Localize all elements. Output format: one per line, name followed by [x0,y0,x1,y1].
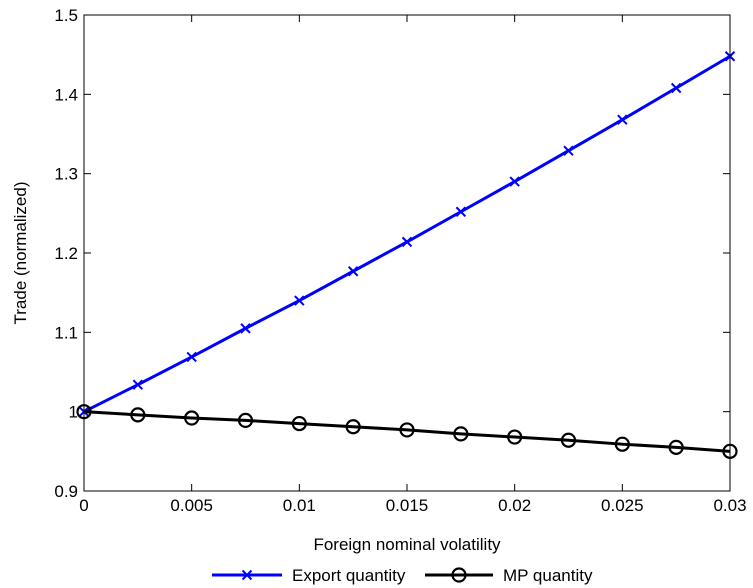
x-axis-label: Foreign nominal volatility [313,535,501,554]
series-1-marker-8 [507,429,523,445]
x-tick-label-2: 0.01 [283,496,316,515]
series-1-marker-7 [453,426,469,442]
legend-0-marker-legend [241,569,253,581]
plot-background [84,15,730,491]
series-0-marker-10 [617,114,628,125]
series-0-marker-7 [455,206,467,217]
series-1-marker-10 [614,436,630,452]
y-tick-label-6: 1.5 [54,6,78,25]
series-1-marker-11 [668,439,684,455]
series-0-marker-5 [347,266,359,277]
plot-area [84,15,730,491]
x-tick-label-0: 0 [79,496,88,515]
series-1-marker-4 [291,415,307,432]
y-tick-label-1: 1 [69,403,78,422]
series-0-marker-2 [186,351,197,363]
legend-label-1: MP quantity [503,566,593,585]
series-1-marker-5 [345,419,361,435]
y-axis-label: Trade (normalized) [11,182,30,325]
y-tick-label-4: 1.3 [54,165,78,184]
x-tick-label-3: 0.015 [386,496,429,515]
series-0-marker-9 [563,145,574,156]
y-tick-label-0: 0.9 [54,482,78,501]
x-tick-label-5: 0.025 [601,496,644,515]
legend-1-marker-legend [451,567,467,583]
series-1-marker-3 [237,412,254,428]
x-tick-label-6: 0.03 [713,496,746,515]
series-0-marker-11 [670,82,682,94]
y-tick-label-2: 1.1 [54,323,78,342]
legend-item-1: MP quantity [425,566,593,585]
y-tick-label-5: 1.4 [54,85,78,104]
series-0-marker-6 [401,236,413,248]
tick-labels: 0 0.005 0.01 0.015 0.02 0.025 0.03 0.9 1 1.1 1.2 1.… [54,6,746,515]
series-0-marker-8 [509,176,520,187]
series-1-marker-2 [184,410,200,426]
y-tick-label-3: 1.2 [54,244,78,263]
legend: Export quantity MP quantity [212,566,593,585]
legend-label-0: Export quantity [292,566,406,585]
series-1-line [83,410,731,453]
legend-item-0: Export quantity [212,566,406,585]
series-1-marker-9 [560,432,577,448]
series-0-marker-1 [132,379,144,390]
series-0-marker-3 [240,323,251,334]
series-layer [76,51,738,459]
axes [83,14,731,492]
series-1-marker-1 [130,407,146,423]
series-0 [78,51,736,417]
series-1-marker-6 [399,422,415,438]
x-tick-label-1: 0.005 [170,496,213,515]
series-0-marker-4 [294,295,305,306]
x-tick-label-4: 0.02 [498,496,531,515]
